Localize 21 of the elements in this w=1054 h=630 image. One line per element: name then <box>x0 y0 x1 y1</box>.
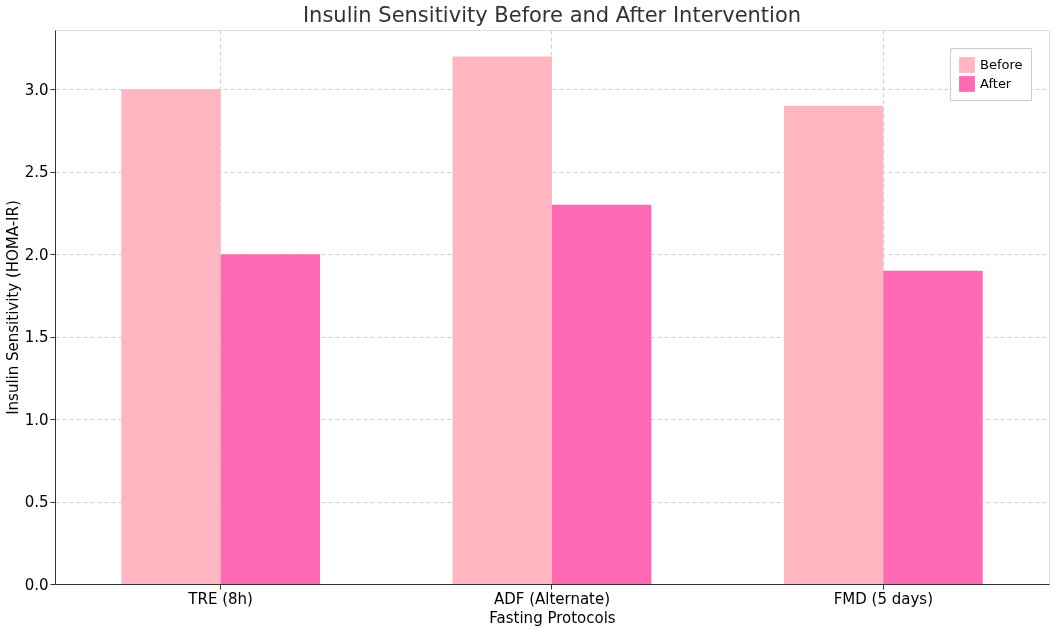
bar <box>220 254 321 584</box>
x-tick-label: TRE (8h) <box>187 589 253 608</box>
x-tick-label: FMD (5 days) <box>833 589 933 608</box>
chart-title: Insulin Sensitivity Before and After Intervention <box>302 3 802 27</box>
y-tick-label: 1.5 <box>24 328 49 347</box>
bar <box>783 105 884 584</box>
y-tick-label: 0.0 <box>24 575 49 594</box>
legend-label: Before <box>980 57 1023 72</box>
y-tick-label: 2.0 <box>24 245 49 264</box>
bar <box>883 270 983 584</box>
bar <box>552 204 652 584</box>
bar <box>452 56 552 584</box>
x-tick-label: ADF (Alternate) <box>493 589 611 608</box>
y-tick-label: 1.0 <box>24 410 49 429</box>
y-tick-label: 3.0 <box>24 80 49 99</box>
bar <box>121 89 221 584</box>
y-tick-label: 2.5 <box>24 163 49 182</box>
x-axis-title: Fasting Protocols <box>489 608 616 627</box>
legend-label: After <box>980 76 1012 91</box>
y-tick-label: 0.5 <box>24 493 49 512</box>
y-axis-title: Insulin Sensitivity (HOMA-IR) <box>3 200 22 415</box>
